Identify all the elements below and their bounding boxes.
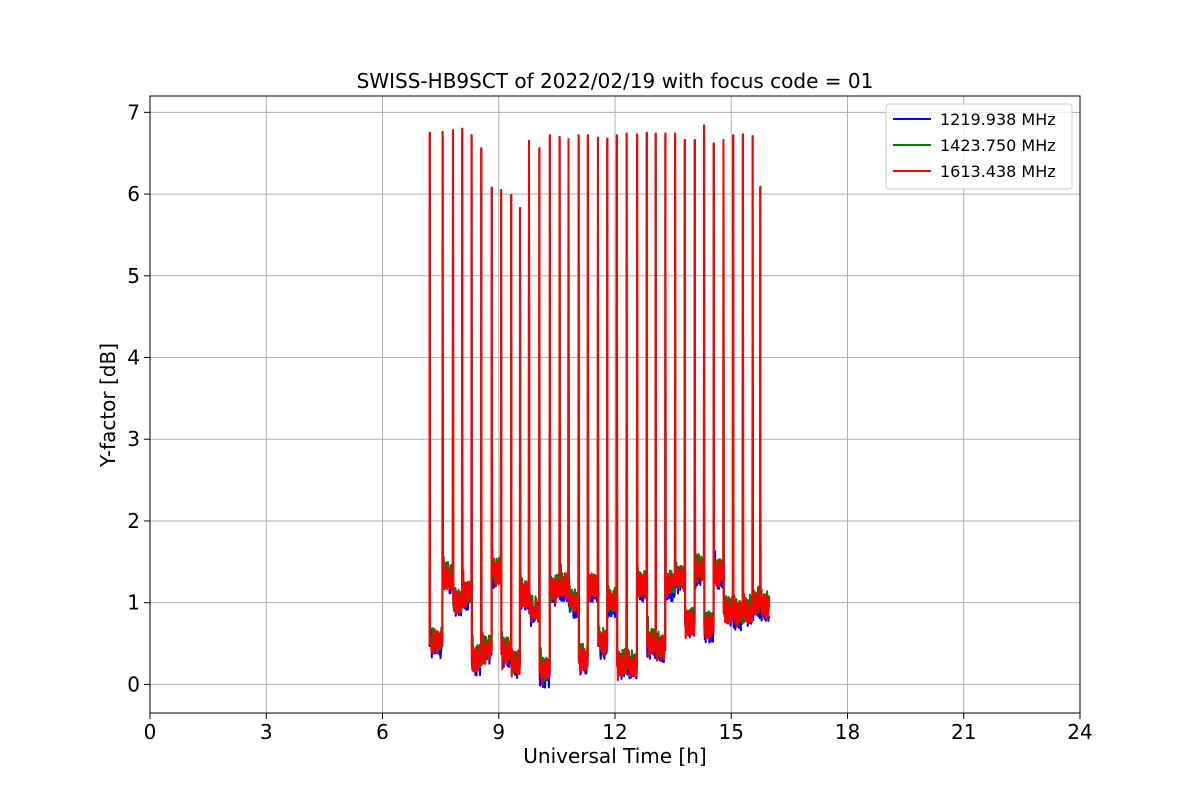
legend: 1219.938 MHz 1423.750 MHz 1613.438 MHz xyxy=(885,103,1073,190)
x-tick-label: 3 xyxy=(260,720,273,744)
y-tick-label: 5 xyxy=(127,264,140,288)
y-tick-label: 2 xyxy=(127,509,140,533)
x-tick-label: 24 xyxy=(1067,720,1092,744)
y-axis-label: Y-factor [dB] xyxy=(96,343,120,468)
y-tick-label: 3 xyxy=(127,427,140,451)
y-axis-ticks: 0 1 2 3 4 5 6 7 xyxy=(127,100,150,696)
legend-label-2: 1613.438 MHz xyxy=(940,162,1056,181)
x-axis-ticks: 0 3 6 9 12 15 18 21 24 xyxy=(144,713,1093,744)
x-tick-label: 21 xyxy=(951,720,976,744)
chart-title: SWISS-HB9SCT of 2022/02/19 with focus co… xyxy=(357,69,874,93)
legend-frame xyxy=(885,103,1073,190)
legend-label-0: 1219.938 MHz xyxy=(940,110,1056,129)
y-tick-label: 4 xyxy=(127,346,140,370)
x-tick-label: 12 xyxy=(602,720,627,744)
x-tick-label: 9 xyxy=(492,720,505,744)
y-tick-label: 7 xyxy=(127,100,140,124)
legend-label-1: 1423.750 MHz xyxy=(940,136,1056,155)
x-tick-label: 0 xyxy=(144,720,157,744)
x-tick-label: 18 xyxy=(835,720,860,744)
x-tick-label: 6 xyxy=(376,720,389,744)
y-tick-label: 1 xyxy=(127,591,140,615)
y-tick-label: 0 xyxy=(127,672,140,696)
x-tick-label: 15 xyxy=(719,720,744,744)
series-layer xyxy=(428,124,771,689)
series-line-2 xyxy=(428,124,771,686)
plot-area xyxy=(428,124,771,689)
y-tick-label: 6 xyxy=(127,182,140,206)
x-axis-label: Universal Time [h] xyxy=(523,744,706,768)
